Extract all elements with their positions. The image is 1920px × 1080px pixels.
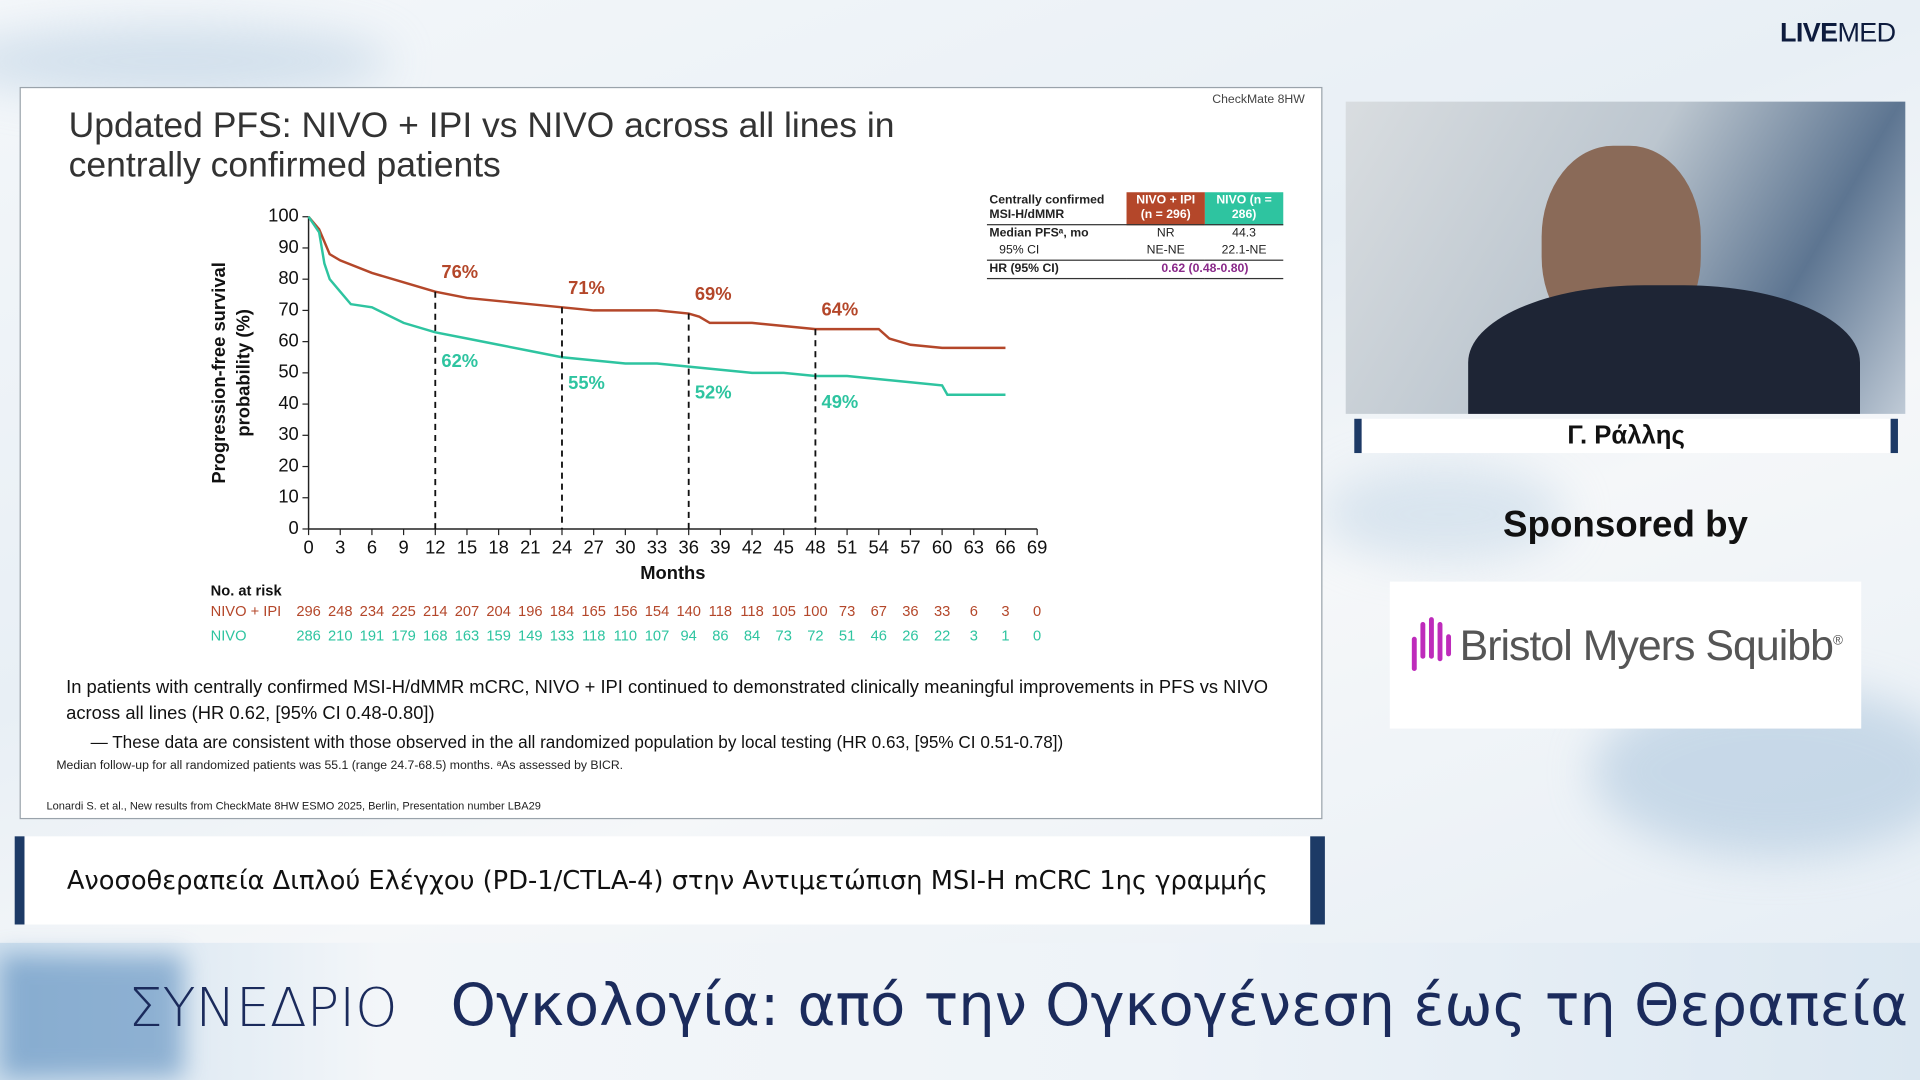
speaker-body (1468, 285, 1860, 414)
sub-bullet: — These data are consistent with those o… (90, 732, 1064, 752)
summary-cell: 0.62 (0.48-0.80) (1161, 262, 1249, 276)
footer-right: Ογκολογία: από την Ογκογένεση έως τη Θερ… (450, 972, 1909, 1040)
title-line: Updated PFS: NIVO + IPI vs NIVO across a… (68, 106, 895, 146)
bg-brush (0, 24, 392, 98)
summary-cell: 22.1-NE (1221, 243, 1267, 258)
sponsor-box: Bristol Myers Squibb® (1389, 581, 1862, 729)
slide-title: Updated PFS: NIVO + IPI vs NIVO across a… (69, 107, 895, 185)
slide-tag: CheckMate 8HW (1212, 93, 1305, 107)
bullet: In patients with centrally confirmed MSI… (66, 677, 1269, 724)
bg-brush (1322, 465, 1568, 564)
sponsor-text: Bristol Myers Squibb (1459, 622, 1834, 670)
summary-cell: HR (95% CI) (989, 262, 1059, 276)
summary-cell: Median PFSᵃ, mo (989, 226, 1089, 240)
summary-table: Centrally confirmed MSI-H/dMMR NIVO + IP… (986, 192, 1284, 279)
footer-bar (0, 942, 1920, 1080)
title-line: centrally confirmed patients (68, 145, 501, 185)
summary-header: Centrally confirmed MSI-H/dMMR (989, 193, 1105, 222)
sponsor-name: Bristol Myers Squibb® (1459, 622, 1843, 671)
logo-live: LIVE (1780, 17, 1838, 48)
speaker-name: Γ. Ράλλης (1354, 418, 1898, 454)
reference: Lonardi S. et al., New results from Chec… (46, 799, 541, 812)
slide (19, 86, 1323, 820)
summary-cell: NR (1156, 226, 1175, 240)
banner: Ανοσοθεραπεία Διπλού Ελέγχου (PD-1/CTLA-… (14, 836, 1325, 925)
sponsor-mark: ® (1833, 633, 1843, 649)
summary-header: NIVO + IPI (n = 296) (1126, 192, 1205, 225)
summary-cell: 44.3 (1232, 226, 1257, 240)
bg-brush (0, 955, 184, 1078)
logo-med: MED (1837, 17, 1896, 48)
video-panel (1345, 101, 1906, 414)
logo: LIVEMED (1780, 17, 1896, 49)
summary-cell: NE-NE (1146, 243, 1185, 258)
footnote: Median follow-up for all randomized pati… (56, 759, 624, 773)
sponsor-icon (1411, 617, 1452, 672)
sponsor-label: Sponsored by (1503, 504, 1748, 545)
summary-cell: 95% CI (999, 243, 1040, 258)
footer-left: ΣΥΝΕΔΡΙΟ (128, 977, 398, 1040)
summary-header: NIVO (n = 286) (1204, 192, 1284, 225)
